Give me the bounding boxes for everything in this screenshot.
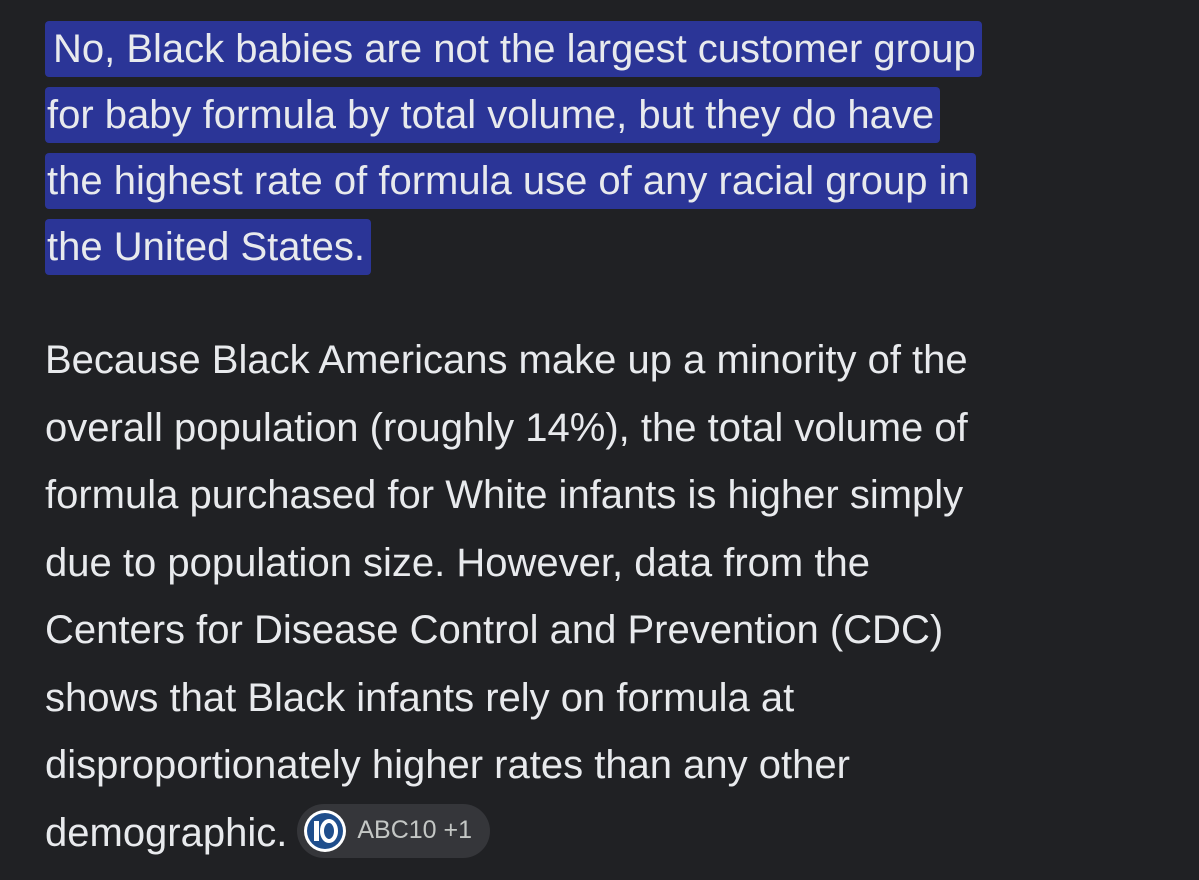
highlight-text: No, Black babies are not the largest cus… — [45, 21, 982, 77]
body-line: demographic. ABC10 +1 — [45, 800, 1175, 868]
source-label: ABC10 +1 — [357, 816, 473, 845]
body-line: due to population size. However, data fr… — [45, 540, 870, 585]
source-icon — [304, 809, 347, 852]
highlight-line: No, Black babies are not the largest cus… — [45, 16, 1175, 82]
body-text: demographic. — [45, 810, 288, 855]
body-line: shows that Black infants rely on formula… — [45, 675, 795, 720]
answer-body: Because Black Americans make up a minori… — [45, 327, 1175, 867]
body-line: formula purchased for White infants is h… — [45, 473, 964, 517]
body-line: Because Black Americans make up a minori… — [45, 338, 968, 382]
highlight-text: the highest rate of formula use of any r… — [45, 153, 976, 209]
body-line: disproportionately higher rates than any… — [45, 743, 850, 787]
highlight-line: for baby formula by total volume, but th… — [45, 82, 1175, 148]
highlighted-answer: No, Black babies are not the largest cus… — [45, 16, 1175, 280]
body-line: overall population (roughly 14%), the to… — [45, 405, 968, 450]
highlight-line: the United States. — [45, 214, 1175, 280]
highlight-text: for baby formula by total volume, but th… — [45, 87, 941, 143]
body-line: Centers for Disease Control and Preventi… — [45, 608, 944, 652]
highlight-line: the highest rate of formula use of any r… — [45, 148, 1175, 214]
source-chip[interactable]: ABC10 +1 — [297, 803, 491, 858]
highlight-text: the United States. — [45, 219, 371, 275]
